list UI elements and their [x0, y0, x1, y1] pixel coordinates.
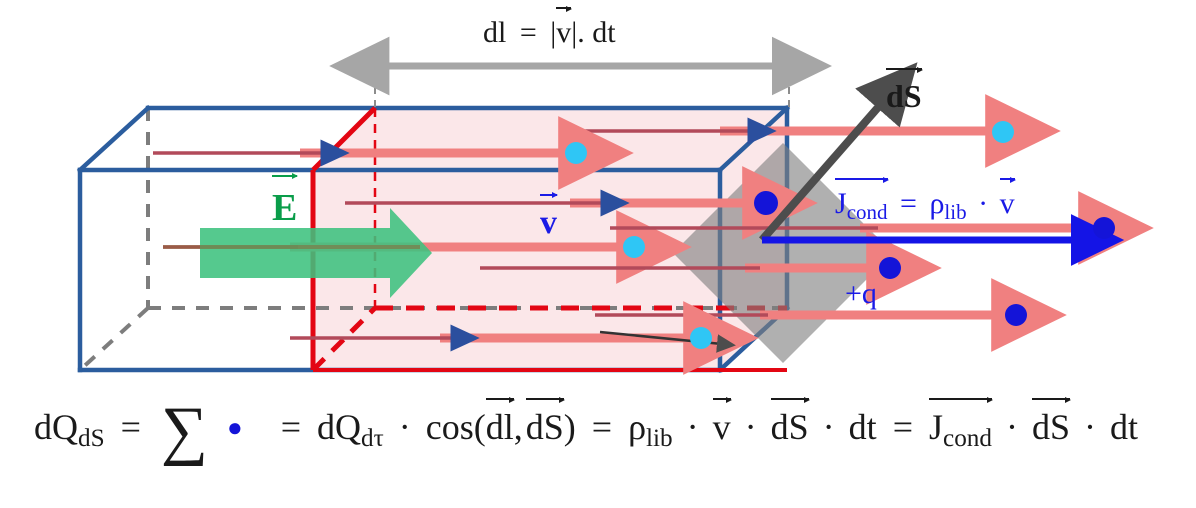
abs-open: |: [550, 16, 557, 49]
velocity-vector-glyph: v: [556, 5, 573, 50]
blue-particles: [754, 191, 1115, 326]
vector-arrow-overline: [556, 5, 573, 12]
J-cond-vector-glyph: Jcond: [835, 176, 889, 225]
equals-1: =: [120, 406, 141, 447]
dS-vector-glyph-3: dS: [1031, 396, 1072, 445]
dimension-guides: [374, 48, 790, 112]
middot-6: ·: [1084, 406, 1097, 447]
comma: ,: [513, 406, 523, 447]
J-cond-vector-glyph-main: Jcond: [929, 396, 993, 451]
sigma-symbol: ∑: [160, 394, 208, 467]
middot-1: ·: [398, 406, 411, 447]
equals-4: =: [892, 406, 913, 447]
v-text: v: [999, 187, 1015, 220]
blue-dot-symbol: ●: [226, 412, 243, 442]
cos-open: cos(: [425, 406, 486, 447]
v-text: v: [540, 204, 557, 241]
vector-arrow-overline: [929, 396, 993, 403]
rho-lib-term: ρlib: [628, 406, 673, 452]
vector-arrow-overline: [1031, 396, 1072, 403]
dS-vector-glyph-cos: dS: [525, 396, 565, 445]
dQ-dS-term: dQdS: [34, 406, 105, 452]
v-vector-glyph-main: v: [712, 396, 732, 445]
rho-subscript: lib: [944, 199, 967, 224]
vector-arrow-overline: [835, 176, 889, 183]
plus-q-text: +q: [845, 277, 877, 310]
middot-2: ·: [686, 406, 699, 447]
charge-label: +q: [845, 277, 877, 311]
dS-vector-glyph-2: dS: [770, 396, 810, 445]
v-vector-glyph: v: [540, 192, 558, 242]
equals-2: =: [280, 406, 302, 447]
dS-text: dS: [886, 78, 922, 114]
vector-arrow-overline: [525, 396, 565, 403]
v-text: v: [556, 16, 572, 49]
box-hidden-edges: [78, 108, 787, 372]
E-vector-glyph: E: [272, 173, 299, 230]
vector-arrow-overline: [540, 192, 558, 199]
abs-close: |: [571, 16, 578, 49]
equals-sign: =: [519, 16, 537, 49]
middot-4: ·: [822, 406, 835, 447]
v-vector-glyph-eq: v: [999, 176, 1016, 221]
vector-arrow-overline: [272, 173, 299, 180]
dS-vector-label: dS: [886, 66, 923, 115]
current-density-equation: Jcond = ρlib · v: [835, 176, 1016, 225]
dt-term-2: dt: [1110, 406, 1139, 447]
vector-arrow-overline: [999, 176, 1016, 183]
velocity-label: v: [540, 192, 558, 242]
middot-5: ·: [1005, 406, 1018, 447]
equals-sign: =: [900, 187, 917, 220]
middot-3: ·: [744, 406, 757, 447]
main-equation: dQdS = ∑ ● = dQdτ · cos(dl, dS) = ρlib · …: [34, 396, 1139, 464]
dl-vector-glyph: dl: [485, 396, 515, 445]
dl-text: dl: [483, 16, 507, 49]
dot-dt-text: . dt: [577, 16, 616, 49]
J-subscript: cond: [846, 199, 888, 224]
vector-arrow-overline: [770, 396, 810, 403]
vector-arrow-overline: [712, 396, 732, 403]
cyan-particles: [565, 121, 1014, 349]
E-field-label: E: [272, 173, 299, 230]
dS-vector-glyph: dS: [886, 66, 923, 115]
dS-vector-arrow: [758, 62, 918, 243]
E-field-arrow: [163, 208, 432, 298]
rho-text: ρ: [929, 187, 945, 220]
J-text: J: [835, 187, 847, 220]
swept-volume-fill: [313, 108, 787, 370]
vector-arrow-overline: [886, 66, 923, 73]
equals-3: =: [591, 406, 613, 447]
dl-dimension-label: dl = | v|. dt: [483, 5, 616, 50]
dQ-dtau-term: dQdτ: [317, 406, 384, 452]
dt-term-1: dt: [848, 406, 877, 447]
cos-close: ): [563, 406, 576, 447]
middot: ·: [978, 187, 989, 220]
E-text: E: [272, 187, 298, 229]
vector-arrow-overline: [485, 396, 515, 403]
